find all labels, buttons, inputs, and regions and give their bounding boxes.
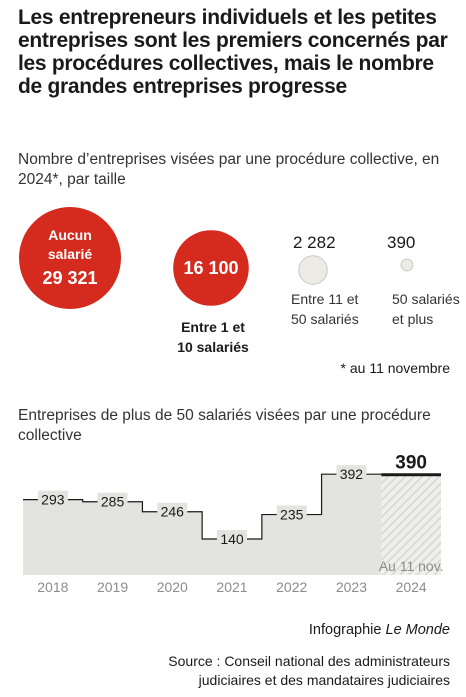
value-label-bg: [217, 530, 247, 548]
bubble-label-line: et plus: [392, 311, 433, 327]
bubble-value: 16 100: [183, 258, 238, 278]
step-chart-subtitle: Entreprises de plus de 50 salariés visée…: [18, 407, 431, 444]
chart-title: Les entrepreneurs individuels et les pet…: [18, 6, 448, 98]
credit: Infographie Le Monde: [309, 622, 450, 638]
value-label: 235: [280, 507, 304, 523]
bubble-3: [400, 258, 414, 272]
category-label: Au 11 nov.: [379, 558, 444, 574]
value-label-bg: [276, 505, 307, 524]
bubble-label-line: 10 salariés: [177, 339, 249, 355]
value-label: 285: [101, 494, 125, 510]
value-label-bg: [37, 490, 68, 509]
value-label: 140: [220, 531, 244, 547]
bubble-0: [19, 207, 121, 309]
category-label: 2018: [37, 579, 68, 595]
value-label: 392: [340, 466, 364, 482]
step-bar-2024: [381, 474, 441, 575]
category-label: 2023: [336, 579, 367, 595]
bubble-label-line: 50 salariés: [291, 311, 359, 327]
bubble-label-line: Entre 11 et: [291, 291, 359, 307]
category-label: 2022: [276, 579, 307, 595]
category-label: 2024: [396, 579, 427, 595]
bubble-2: [298, 255, 328, 285]
bubble-label-line: salarié: [48, 246, 93, 262]
category-label: 2020: [157, 579, 188, 595]
bubble-value: 2 282: [293, 233, 336, 252]
value-label-bg: [157, 502, 188, 521]
footnote: * au 11 novembre: [340, 360, 450, 376]
bubble-value: 29 321: [42, 268, 97, 288]
value-label-2024: 390: [395, 453, 427, 474]
source-note: Source : Conseil national des administra…: [168, 653, 450, 688]
category-label: 2021: [216, 579, 247, 595]
value-label-bg: [336, 465, 367, 484]
step-line: [23, 473, 382, 540]
category-label: 2019: [97, 579, 128, 595]
value-label: 293: [41, 492, 65, 508]
bubble-label-line: Entre 1 et: [181, 319, 245, 335]
bubble-chart: Aucun salarié 29 321 16 100 Entre 1 et 10 sal…: [19, 207, 460, 355]
bubble-1: [173, 230, 249, 306]
credit-prefix: Infographie: [308, 622, 386, 638]
credit-brand: Le Monde: [385, 622, 451, 638]
bubble-label-line: 50 salariés: [392, 291, 460, 307]
bubble-value: 390: [387, 233, 415, 252]
value-label-bg: [97, 492, 128, 511]
value-label: 246: [161, 504, 185, 520]
bubble-chart-subtitle: Nombre d’entreprises visées par une proc…: [18, 151, 440, 188]
step-area-chart: 293 285 246 140 235 392 390 2018 2019 2020 2021 202…: [23, 453, 444, 595]
bubble-label-line: Aucun: [48, 227, 92, 243]
